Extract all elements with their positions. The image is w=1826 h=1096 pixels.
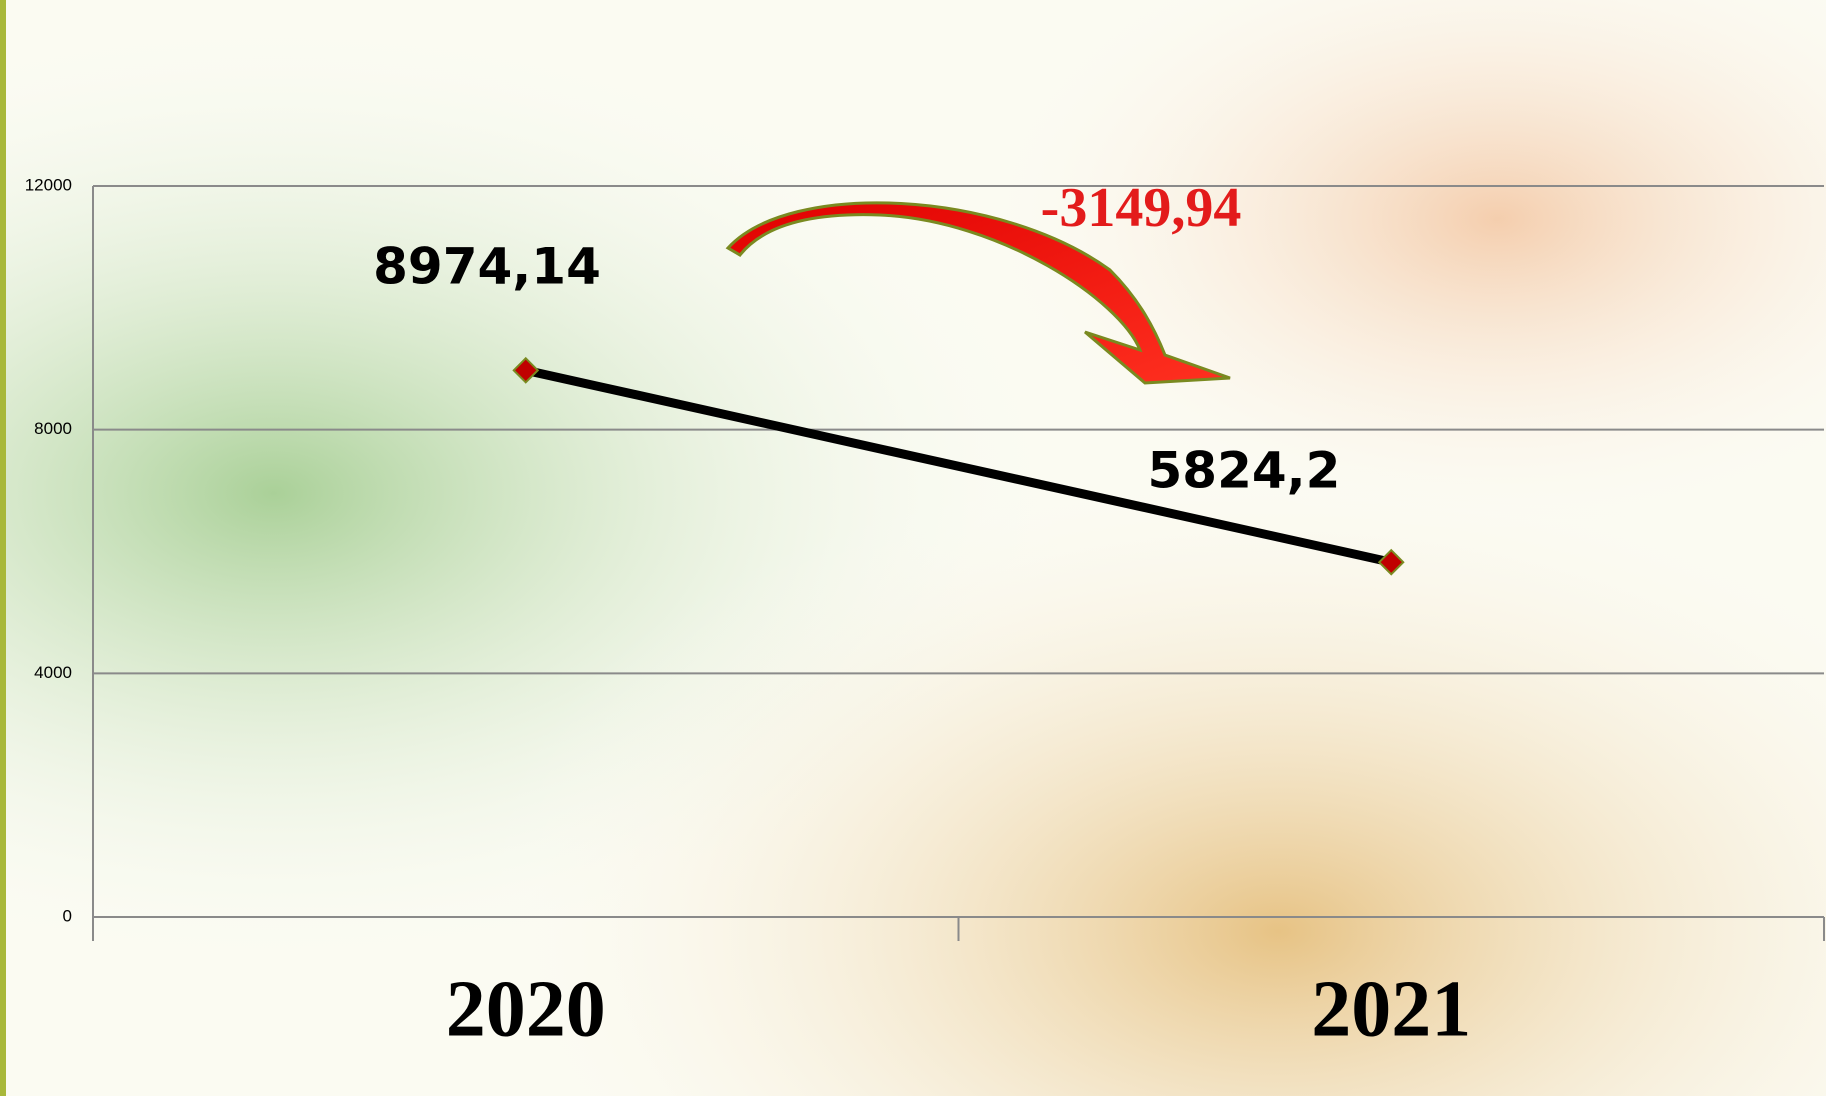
marker (512, 356, 540, 384)
data-label: 8974,14 (373, 238, 601, 296)
y-tick-label: 4000 (34, 663, 72, 682)
line (524, 365, 1393, 567)
y-tick-label: 0 (63, 906, 72, 925)
change-arrow (725, 201, 1231, 385)
data-label: 5824,2 (1148, 442, 1341, 500)
annotation: -3149,94 (1041, 177, 1242, 239)
marker (1377, 548, 1405, 576)
y-tick-label: 12000 (25, 175, 72, 194)
x-tick-label: 2021 (1311, 965, 1471, 1053)
left-edge (0, 0, 6, 1096)
y-tick-label: 8000 (34, 419, 72, 438)
x-tick-label: 2020 (446, 965, 606, 1053)
